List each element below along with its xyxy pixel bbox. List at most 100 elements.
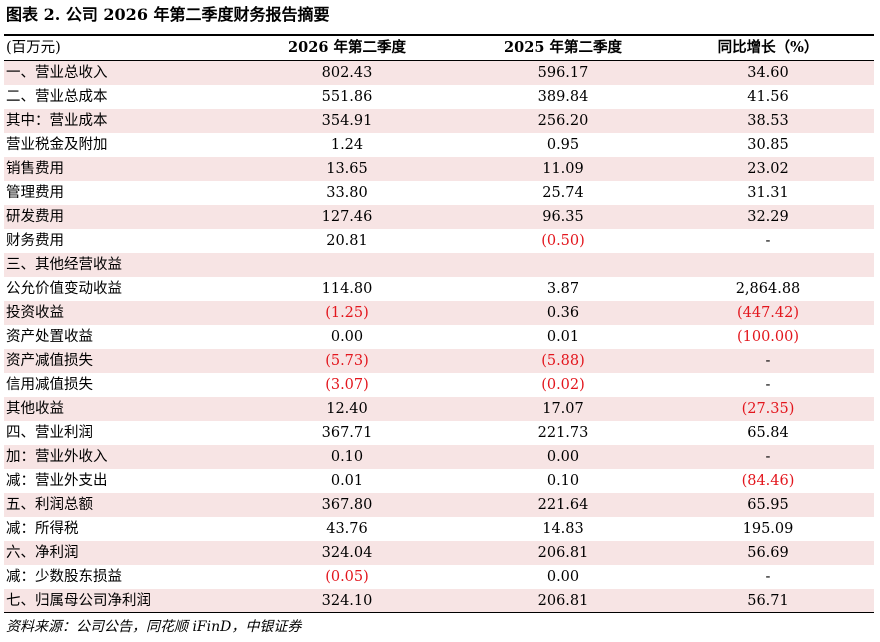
row-label: 销售费用	[4, 157, 230, 181]
table-row: 减：所得税 43.76 14.83 195.09	[4, 517, 874, 541]
table-row: 研发费用 127.46 96.35 32.29	[4, 205, 874, 229]
row-label: 资产处置收益	[6, 329, 93, 345]
table-row: 信用减值损失 (3.07) (0.02) -	[4, 373, 874, 397]
value-2026q2: 20.81	[326, 233, 368, 249]
table-row: 管理费用 33.80 25.74 31.31	[4, 181, 874, 205]
value-2025q2: 0.95	[546, 137, 580, 153]
table-row: 营业税金及附加 1.24 0.95 30.85	[4, 133, 874, 157]
value-2026q2: 12.40	[230, 397, 464, 421]
row-label: 四、营业利润	[6, 425, 93, 441]
value-yoy: 31.31	[747, 185, 789, 201]
table-row: 投资收益 (1.25) 0.36 (447.42)	[4, 301, 874, 325]
value-yoy: 65.84	[747, 425, 789, 441]
row-label: 减：少数股东损益	[6, 569, 122, 585]
table-row: 其中：营业成本 354.91 256.20 38.53	[4, 109, 874, 133]
value-2025q2: 96.35	[464, 205, 662, 229]
table-row: 五、利润总额 367.80 221.64 65.95	[4, 493, 874, 517]
value-2025q2: 206.81	[464, 541, 662, 565]
value-2026q2: 13.65	[230, 157, 464, 181]
value-yoy: 30.85	[747, 137, 789, 153]
unit-header: (百万元)	[4, 36, 230, 61]
row-label: 营业税金及附加	[6, 137, 108, 153]
table-row: 资产减值损失 (5.73) (5.88) -	[4, 349, 874, 373]
value-2026q2: 324.10	[230, 589, 464, 613]
value-2025q2: 0.00	[546, 569, 580, 585]
value-yoy: -	[765, 569, 771, 585]
value-2025q2: 221.64	[464, 493, 662, 517]
value-yoy: 56.71	[662, 589, 874, 613]
value-2026q2: 0.01	[330, 473, 364, 489]
value-2025q2	[464, 253, 662, 277]
page-title: 图表 2. 公司 2026 年第二季度财务报告摘要	[6, 5, 330, 24]
value-2026q2: 114.80	[321, 281, 373, 297]
table-row: 七、归属母公司净利润 324.10 206.81 56.71	[4, 589, 874, 613]
value-2026q2: 127.46	[230, 205, 464, 229]
value-2025q2: 17.07	[464, 397, 662, 421]
bottom-rule	[4, 612, 874, 613]
value-2025q2: (0.50)	[541, 233, 585, 249]
value-2025q2: 221.73	[537, 425, 589, 441]
value-2025q2: 596.17	[464, 60, 662, 85]
top-rule	[4, 34, 874, 36]
value-2026q2: 33.80	[326, 185, 368, 201]
value-yoy: -	[765, 233, 771, 249]
row-label: 三、其他经营收益	[4, 253, 230, 277]
value-2025q2: 206.81	[464, 589, 662, 613]
value-yoy: 34.60	[662, 60, 874, 85]
row-label: 财务费用	[6, 233, 64, 249]
value-yoy: 41.56	[747, 89, 789, 105]
value-2026q2	[230, 253, 464, 277]
value-2026q2: (3.07)	[325, 377, 369, 393]
table-row: 加：营业外收入 0.10 0.00 -	[4, 445, 874, 469]
row-label: 其他收益	[4, 397, 230, 421]
value-yoy: 56.69	[662, 541, 874, 565]
table-body: 一、营业总收入 802.43 596.17 34.60 二、营业总成本 551.…	[4, 60, 874, 613]
table-row: 财务费用 20.81 (0.50) -	[4, 229, 874, 253]
row-label: 投资收益	[4, 301, 230, 325]
row-label: 减：所得税	[6, 521, 79, 537]
table-row: 其他收益 12.40 17.07 (27.35)	[4, 397, 874, 421]
value-2025q2: 25.74	[542, 185, 584, 201]
row-label: 减：营业外支出	[6, 473, 108, 489]
value-2025q2: 389.84	[537, 89, 589, 105]
table-row: 一、营业总收入 802.43 596.17 34.60	[4, 60, 874, 85]
column-header-2025q2: 2025 年第二季度	[464, 36, 662, 61]
row-label: 其中：营业成本	[4, 109, 230, 133]
row-label: 七、归属母公司净利润	[4, 589, 230, 613]
financial-summary-table: (百万元) 2026 年第二季度 2025 年第二季度 同比增长（%） 一、营业…	[4, 36, 874, 613]
row-label: 信用减值损失	[6, 377, 93, 393]
value-2026q2: 551.86	[321, 89, 373, 105]
table-header-row: (百万元) 2026 年第二季度 2025 年第二季度 同比增长（%）	[4, 36, 874, 61]
value-yoy: -	[662, 445, 874, 469]
value-yoy: -	[765, 377, 771, 393]
value-2026q2: 1.24	[330, 137, 364, 153]
source-note: 资料来源：公司公告，同花顺 iFinD，中银证券	[6, 619, 302, 635]
table-row: 四、营业利润 367.71 221.73 65.84	[4, 421, 874, 445]
value-yoy: -	[662, 349, 874, 373]
value-2026q2: 0.00	[330, 329, 364, 345]
value-2026q2: 367.71	[321, 425, 373, 441]
value-2025q2: (0.02)	[541, 377, 585, 393]
row-label: 管理费用	[6, 185, 64, 201]
value-yoy: 195.09	[742, 521, 794, 537]
row-label: 研发费用	[4, 205, 230, 229]
row-label: 六、净利润	[4, 541, 230, 565]
row-label: 一、营业总收入	[4, 60, 230, 85]
value-2026q2: (1.25)	[230, 301, 464, 325]
table-row: 销售费用 13.65 11.09 23.02	[4, 157, 874, 181]
value-2025q2: 0.10	[546, 473, 580, 489]
value-yoy: (100.00)	[736, 329, 800, 345]
value-yoy	[662, 253, 874, 277]
row-label: 二、营业总成本	[6, 89, 108, 105]
value-2026q2: 43.76	[326, 521, 368, 537]
value-2026q2: (0.05)	[325, 569, 369, 585]
value-yoy: 38.53	[662, 109, 874, 133]
value-2025q2: 0.01	[546, 329, 580, 345]
value-yoy: (447.42)	[662, 301, 874, 325]
value-2026q2: 0.10	[230, 445, 464, 469]
value-2025q2: (5.88)	[464, 349, 662, 373]
table-row: 二、营业总成本 551.86 389.84 41.56	[4, 85, 874, 109]
table-row: 资产处置收益 0.00 0.01 (100.00)	[4, 325, 874, 349]
value-2025q2: 11.09	[464, 157, 662, 181]
value-2025q2: 0.36	[464, 301, 662, 325]
